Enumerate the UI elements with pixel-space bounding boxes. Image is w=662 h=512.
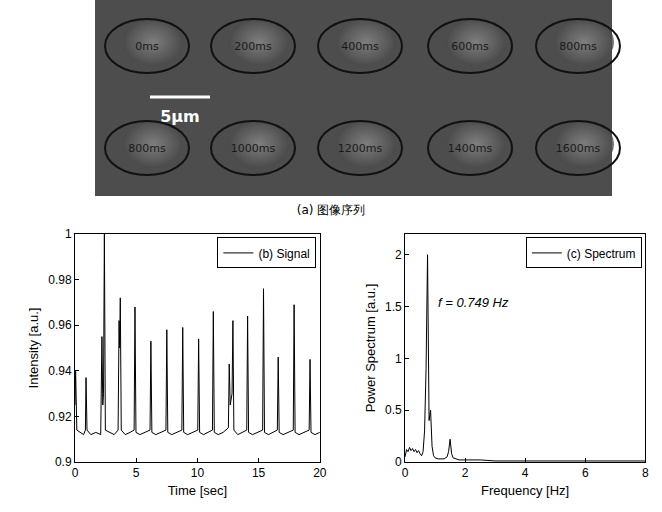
svg-text:0.98: 0.98 [48,273,72,287]
svg-text:2: 2 [395,248,402,262]
svg-text:1200ms: 1200ms [338,142,383,155]
svg-text:Intensity [a.u.]: Intensity [a.u.] [26,308,41,389]
svg-text:0: 0 [72,466,79,480]
svg-text:Time [sec]: Time [sec] [168,483,227,498]
svg-text:400ms: 400ms [341,40,379,53]
svg-text:1400ms: 1400ms [448,142,493,155]
svg-text:0.92: 0.92 [48,410,72,424]
svg-text:0: 0 [402,466,409,480]
svg-text:8: 8 [642,466,649,480]
svg-text:6: 6 [582,466,589,480]
svg-text:(c) Spectrum: (c) Spectrum [567,247,636,261]
svg-text:(b) Signal: (b) Signal [258,247,309,261]
svg-text:4: 4 [522,466,529,480]
svg-text:0.94: 0.94 [48,364,72,378]
svg-text:Frequency [Hz]: Frequency [Hz] [481,483,569,498]
svg-text:0.9: 0.9 [55,455,72,469]
svg-text:0.96: 0.96 [48,318,72,332]
svg-text:600ms: 600ms [451,40,489,53]
svg-text:15: 15 [252,466,266,480]
svg-text:(a) 图像序列: (a) 图像序列 [297,203,366,217]
svg-text:200ms: 200ms [234,40,272,53]
svg-text:1.5: 1.5 [385,300,402,314]
svg-text:800ms: 800ms [559,40,597,53]
svg-text:1000ms: 1000ms [231,142,276,155]
svg-text:800ms: 800ms [128,142,166,155]
svg-text:10: 10 [191,466,205,480]
svg-text:0: 0 [395,455,402,469]
svg-text:0.5: 0.5 [385,403,402,417]
svg-text:5: 5 [133,466,140,480]
svg-text:1: 1 [395,352,402,366]
svg-text:20: 20 [313,466,327,480]
svg-text:1: 1 [65,227,72,241]
svg-text:2: 2 [462,466,469,480]
svg-text:Power Spectrum [a.u.]: Power Spectrum [a.u.] [363,284,378,413]
svg-text:5μm: 5μm [160,107,200,126]
svg-text:0ms: 0ms [135,40,159,53]
svg-text:f = 0.749 Hz: f = 0.749 Hz [438,295,509,310]
svg-text:1600ms: 1600ms [556,142,601,155]
